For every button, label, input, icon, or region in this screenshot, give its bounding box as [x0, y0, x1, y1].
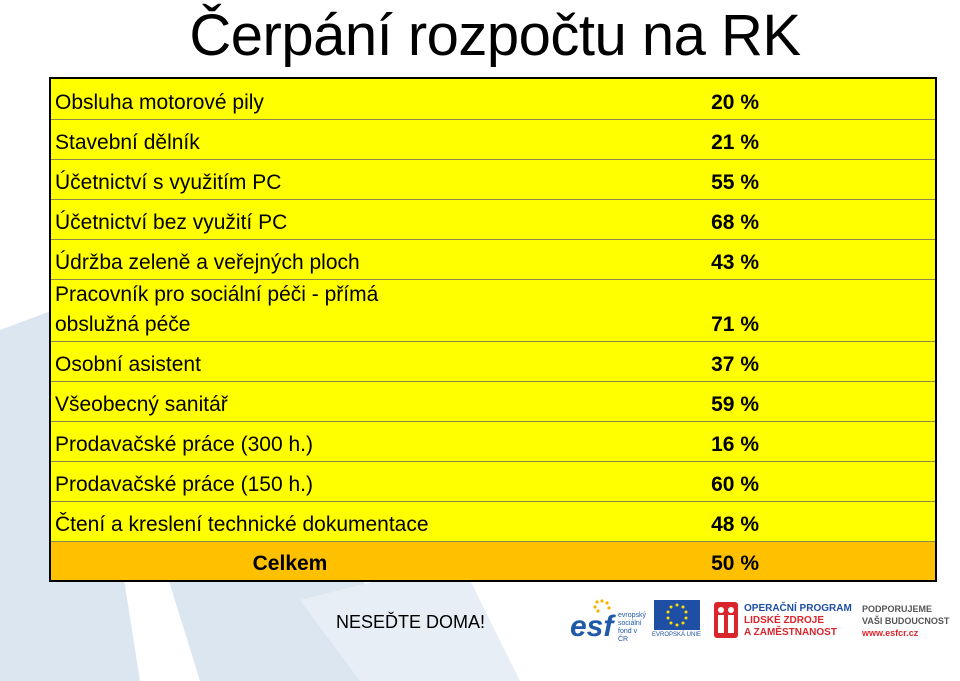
eu-logo: EVROPSKÁ UNIE — [652, 600, 702, 640]
row-name: Stavební dělník — [55, 131, 200, 154]
row-name: Obsluha motorové pily — [55, 91, 264, 114]
row-name: Všeobecný sanitář — [55, 393, 228, 416]
table-row: Prodavačské práce (150 h.) 60 % — [51, 462, 935, 502]
row-name: Údržba zeleně a veřejných ploch — [55, 251, 360, 274]
support-line: VAŠI BUDOUCNOST — [862, 616, 950, 626]
support-logo: PODPORUJEME VAŠI BUDOUCNOST www.esfcr.cz — [862, 603, 958, 643]
row-name: Osobní asistent — [55, 353, 201, 376]
row-value: 71 % — [711, 313, 759, 336]
table-row: Účetnictví s využitím PC 55 % — [51, 160, 935, 200]
table-row: Prodavačské práce (300 h.) 16 % — [51, 422, 935, 462]
esf-sub-line: evropský — [618, 612, 647, 619]
op-line: OPERAČNÍ PROGRAM — [744, 603, 852, 614]
row-name-line2: obslužná péče — [55, 313, 191, 336]
row-value: 59 % — [711, 393, 759, 416]
row-name: Účetnictví bez využití PC — [55, 211, 288, 234]
total-label: Celkem — [252, 552, 328, 575]
row-value: 43 % — [711, 251, 759, 274]
op-lzz-icon — [714, 602, 738, 638]
row-value: 48 % — [711, 513, 759, 536]
esf-logo-icon: esf — [570, 599, 616, 643]
table-row: Osobní asistent 37 % — [51, 342, 935, 382]
row-name: Pracovník pro sociální péči - přímá obsl… — [51, 283, 529, 341]
row-name: Čtení a kreslení technické dokumentace — [55, 513, 429, 536]
support-url: www.esfcr.cz — [862, 628, 919, 638]
row-value: 37 % — [711, 353, 759, 376]
eu-flag-icon — [654, 600, 700, 630]
total-value: 50 % — [711, 552, 759, 575]
row-value: 20 % — [711, 91, 759, 114]
row-value: 16 % — [711, 433, 759, 456]
op-line: A ZAMĚSTNANOST — [744, 627, 837, 638]
table-row: Stavební dělník 21 % — [51, 120, 935, 160]
support-line: PODPORUJEME — [862, 604, 933, 614]
table-row: Všeobecný sanitář 59 % — [51, 382, 935, 422]
eu-label: EVROPSKÁ UNIE — [652, 632, 702, 638]
table-row: Čtení a kreslení technické dokumentace 4… — [51, 502, 935, 542]
op-line: LIDSKÉ ZDROJE — [744, 615, 825, 626]
row-value: 68 % — [711, 211, 759, 234]
esf-sub-line: fond v ČR — [618, 628, 638, 643]
row-value: 21 % — [711, 131, 759, 154]
row-name: Prodavačské práce (150 h.) — [55, 473, 313, 496]
budget-table: Obsluha motorové pily 20 % Stavební děln… — [49, 77, 937, 582]
row-name-line1: Pracovník pro sociální péči - přímá — [55, 283, 379, 306]
row-value: 55 % — [711, 171, 759, 194]
table-row: Účetnictví bez využití PC 68 % — [51, 200, 935, 240]
page-title: Čerpání rozpočtu na RK — [189, 3, 801, 68]
table-row: Pracovník pro sociální péči - přímá obsl… — [51, 280, 935, 342]
table-row: Obsluha motorové pily 20 % — [51, 79, 935, 120]
esf-sub-line: sociální — [618, 620, 642, 627]
table-row: Údržba zeleně a veřejných ploch 43 % — [51, 240, 935, 280]
svg-text:esf: esf — [570, 610, 616, 640]
row-name: Prodavačské práce (300 h.) — [55, 433, 313, 456]
op-lzz-logo: OPERAČNÍ PROGRAM LIDSKÉ ZDROJE A ZAMĚSTN… — [712, 600, 852, 642]
total-row: Celkem 50 % — [51, 542, 935, 580]
esf-logo: esf evropský sociální fond v ČR — [570, 598, 648, 643]
slogan-text: NESEĎTE DOMA! — [336, 612, 486, 632]
row-name: Účetnictví s využitím PC — [55, 171, 282, 194]
row-value: 60 % — [711, 473, 759, 496]
